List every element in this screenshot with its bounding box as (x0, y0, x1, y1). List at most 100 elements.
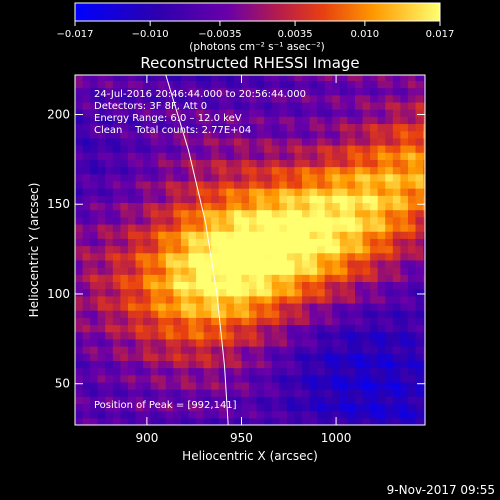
heatmap-cell (218, 360, 227, 369)
heatmap-cell (355, 152, 364, 160)
heatmap-cell (249, 87, 258, 96)
heatmap-cell (423, 252, 425, 261)
heatmap-cell (249, 75, 258, 81)
heatmap-cell (233, 346, 243, 354)
heatmap-cell (120, 245, 129, 254)
heatmap-cell (256, 238, 265, 247)
heatmap-cell (271, 75, 280, 81)
heatmap-cell (218, 166, 227, 175)
heatmap-cell (332, 173, 341, 182)
colorbar-tick-label: −0.010 (132, 29, 169, 40)
heatmap-cell (150, 101, 159, 110)
heatmap-cell (392, 324, 402, 333)
heatmap-cell (150, 159, 159, 168)
heatmap-cell (309, 310, 318, 318)
heatmap-cell (112, 130, 122, 139)
heatmap-cell (165, 281, 174, 290)
heatmap-cell (143, 202, 152, 211)
heatmap-cell (82, 381, 91, 390)
heatmap-cell (332, 152, 341, 160)
heatmap-cell (370, 374, 379, 383)
heatmap-cell (249, 188, 258, 196)
heatmap-cell (362, 166, 371, 175)
heatmap-cell (165, 137, 174, 146)
heatmap-cell (286, 295, 296, 304)
heatmap-cell (233, 252, 243, 261)
heatmap-cell (264, 101, 273, 110)
heatmap-cell (415, 130, 424, 139)
heatmap-cell (294, 360, 303, 369)
heatmap-cell (165, 338, 174, 347)
heatmap-cell (158, 231, 167, 239)
heatmap-cell (173, 288, 182, 297)
heatmap-cell (211, 195, 220, 204)
heatmap-cell (218, 381, 227, 390)
heatmap-cell (165, 374, 174, 383)
heatmap-cell (233, 137, 243, 146)
heatmap-cell (180, 310, 190, 318)
heatmap-cell (165, 231, 174, 239)
heatmap-cell (385, 374, 394, 383)
heatmap-cell (158, 274, 167, 283)
heatmap-cell (97, 209, 106, 218)
heatmap-cell (256, 130, 265, 139)
heatmap-cell (302, 317, 311, 326)
heatmap-cell (233, 202, 243, 211)
heatmap-cell (196, 417, 205, 425)
heatmap-cell (97, 267, 106, 275)
heatmap-cell (271, 281, 280, 290)
heatmap-cell (385, 331, 394, 340)
heatmap-cell (75, 338, 84, 347)
heatmap-cell (75, 145, 84, 153)
heatmap-cell (150, 410, 159, 419)
heatmap-cell (332, 195, 341, 204)
heatmap-cell (150, 288, 159, 297)
heatmap-cell (241, 231, 250, 239)
heatmap-cell (370, 231, 379, 239)
heatmap-cell (105, 123, 114, 132)
heatmap-cell (355, 417, 364, 425)
heatmap-cell (180, 338, 190, 347)
heatmap-cell (173, 180, 182, 189)
heatmap-cell (400, 130, 409, 139)
heatmap-cell (158, 281, 167, 290)
heatmap-cell (392, 367, 402, 376)
heatmap-cell (392, 173, 402, 182)
heatmap-cell (377, 245, 386, 254)
heatmap-cell (423, 80, 425, 89)
heatmap-cell (165, 259, 174, 268)
heatmap-cell (173, 338, 182, 347)
heatmap-cell (180, 145, 190, 153)
heatmap-cell (392, 338, 402, 347)
heatmap-cell (332, 80, 341, 89)
heatmap-cell (302, 274, 311, 283)
heatmap-cell (173, 152, 182, 160)
heatmap-cell (286, 310, 296, 318)
heatmap-cell (150, 173, 159, 182)
heatmap-cell (407, 109, 417, 117)
heatmap-cell (400, 381, 409, 390)
heatmap-cell (309, 238, 318, 247)
heatmap-cell (309, 123, 318, 132)
heatmap-cell (324, 223, 333, 232)
heatmap-cell (135, 80, 144, 89)
heatmap-cell (264, 87, 273, 96)
heatmap-cell (377, 195, 386, 204)
heatmap-cell (286, 374, 296, 383)
heatmap-cell (279, 75, 288, 81)
heatmap-cell (150, 403, 159, 412)
heatmap-cell (82, 353, 91, 361)
heatmap-cell (188, 80, 197, 89)
colorbar-ticks: −0.017 −0.010 −0.0035 0.0035 0.010 0.017 (56, 21, 454, 40)
heatmap-cell (112, 410, 122, 419)
heatmap-cell (173, 410, 182, 419)
heatmap-cell (82, 216, 91, 225)
heatmap-cell (332, 223, 341, 232)
heatmap-cell (347, 188, 356, 196)
heatmap-cell (112, 346, 122, 354)
heatmap-cell (355, 166, 364, 175)
heatmap-cell (112, 389, 122, 397)
heatmap-cell (97, 389, 106, 397)
heatmap-cell (332, 367, 341, 376)
